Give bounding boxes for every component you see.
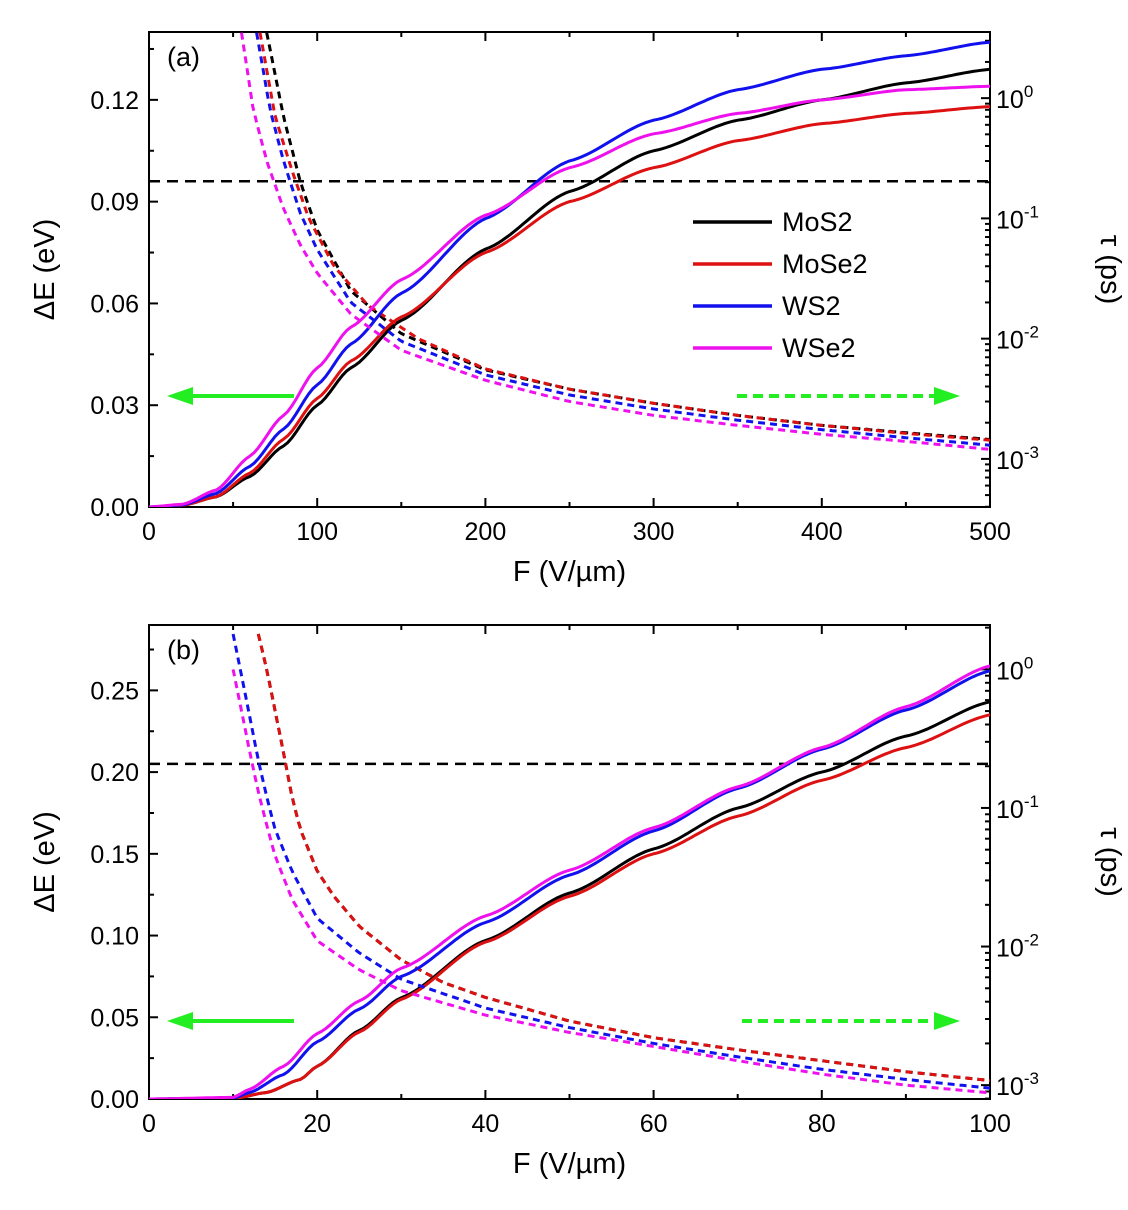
y-left-tick-label: 0.00 <box>90 494 139 522</box>
y-left-tick-label: 0.06 <box>90 290 139 318</box>
tick-exponent: -2 <box>1024 931 1039 950</box>
tick-base: 10 <box>996 935 1024 963</box>
tau-line-WSe2 <box>231 669 990 1095</box>
y-left-axis-title: ΔE (eV) <box>29 219 61 321</box>
legend: MoS2 MoSe2 WS2 WSe2 <box>693 207 868 363</box>
tau-line-MoSe2 <box>258 32 990 442</box>
tau-line-MoSe2 <box>256 633 990 1082</box>
tick-base: 10 <box>996 1073 1024 1101</box>
tick-exponent: -3 <box>1024 1069 1039 1088</box>
y-right-tick-label: 100 <box>996 82 1033 114</box>
x-tick-label: 0 <box>142 1110 156 1138</box>
tick-base: 10 <box>996 447 1024 475</box>
deltaE-line-WSe2 <box>149 84 990 507</box>
deltaE-line-MoS2 <box>149 67 990 507</box>
deltaE-line-MoSe2 <box>149 105 990 507</box>
right-axis-arrow-head <box>934 1012 960 1030</box>
tick-exponent: -1 <box>1024 202 1039 221</box>
tau-line-WSe2 <box>240 32 990 451</box>
panel-label: (a) <box>167 42 200 72</box>
x-tick-label: 60 <box>640 1110 668 1138</box>
y-right-tick-label: 10-1 <box>996 792 1039 824</box>
deltaE-line-WS2 <box>149 40 990 507</box>
deltaE-line-MoS2 <box>149 700 990 1099</box>
x-tick-label: 20 <box>303 1110 331 1138</box>
legend-label-WS2: WS2 <box>782 291 841 321</box>
x-tick-label: 400 <box>801 518 843 546</box>
tau-line-MoS2 <box>256 633 990 1082</box>
tau-line-WS2 <box>231 633 990 1090</box>
tau-line-MoS2 <box>265 32 990 441</box>
x-tick-label: 0 <box>142 518 156 546</box>
tick-base: 10 <box>996 86 1024 114</box>
y-right-tick-label: 10-3 <box>996 1069 1039 1101</box>
x-tick-label: 40 <box>471 1110 499 1138</box>
plot-area <box>149 633 990 1099</box>
y-left-tick-label: 0.12 <box>90 87 139 115</box>
panel-a: 0 100 200 300 400 5000.000.030.060.090.1210-3… <box>29 31 1126 588</box>
deltaE-line-WSe2 <box>149 664 990 1099</box>
left-axis-arrow-head <box>167 387 193 405</box>
x-tick-label: 100 <box>296 518 338 546</box>
y-right-tick-label: 100 <box>996 653 1033 685</box>
deltaE-line-MoSe2 <box>149 713 990 1099</box>
tick-base: 10 <box>996 657 1024 685</box>
x-tick-label: 200 <box>465 518 507 546</box>
y-left-tick-label: 0.15 <box>90 841 139 869</box>
x-tick-label: 300 <box>633 518 675 546</box>
x-axis-title: F (V/µm) <box>513 1148 626 1180</box>
tick-exponent: -1 <box>1024 792 1039 811</box>
tick-exponent: 0 <box>1024 82 1033 101</box>
y-right-tick-label: 10-3 <box>996 443 1039 475</box>
tau-line-WS2 <box>255 32 990 447</box>
left-axis-arrow-head <box>167 1012 193 1030</box>
y-left-axis-title: ΔE (eV) <box>29 811 61 913</box>
plot-area <box>149 32 990 507</box>
tick-exponent: -3 <box>1024 443 1039 462</box>
x-tick-label: 100 <box>969 1110 1011 1138</box>
x-tick-label: 80 <box>808 1110 836 1138</box>
y-left-tick-label: 0.10 <box>90 923 139 951</box>
tick-base: 10 <box>996 796 1024 824</box>
y-right-axis-title: τ (ps) <box>1094 235 1126 304</box>
tick-exponent: 0 <box>1024 653 1033 672</box>
legend-label-WSe2: WSe2 <box>782 333 856 363</box>
y-left-tick-label: 0.05 <box>90 1004 139 1032</box>
tick-base: 10 <box>996 206 1024 234</box>
deltaE-line-WS2 <box>149 669 990 1099</box>
y-left-tick-label: 0.25 <box>90 677 139 705</box>
panel-label: (b) <box>167 635 200 665</box>
panel-b: 0 20 40 60 80 1000.000.050.100.150.200.2510-3… <box>29 624 1126 1180</box>
tick-exponent: -2 <box>1024 323 1039 342</box>
y-left-tick-label: 0.20 <box>90 759 139 787</box>
y-right-tick-label: 10-2 <box>996 323 1039 355</box>
y-right-axis-title: τ (ps) <box>1094 827 1126 896</box>
y-left-tick-label: 0.03 <box>90 392 139 420</box>
legend-label-MoSe2: MoSe2 <box>782 249 868 279</box>
right-axis-arrow-head <box>934 387 960 405</box>
y-right-tick-label: 10-1 <box>996 202 1039 234</box>
y-left-tick-label: 0.00 <box>90 1086 139 1114</box>
legend-label-MoS2: MoS2 <box>782 207 853 237</box>
tick-base: 10 <box>996 327 1024 355</box>
x-tick-label: 500 <box>969 518 1011 546</box>
y-left-tick-label: 0.09 <box>90 189 139 217</box>
y-right-tick-label: 10-2 <box>996 931 1039 963</box>
x-axis-title: F (V/µm) <box>513 556 626 588</box>
